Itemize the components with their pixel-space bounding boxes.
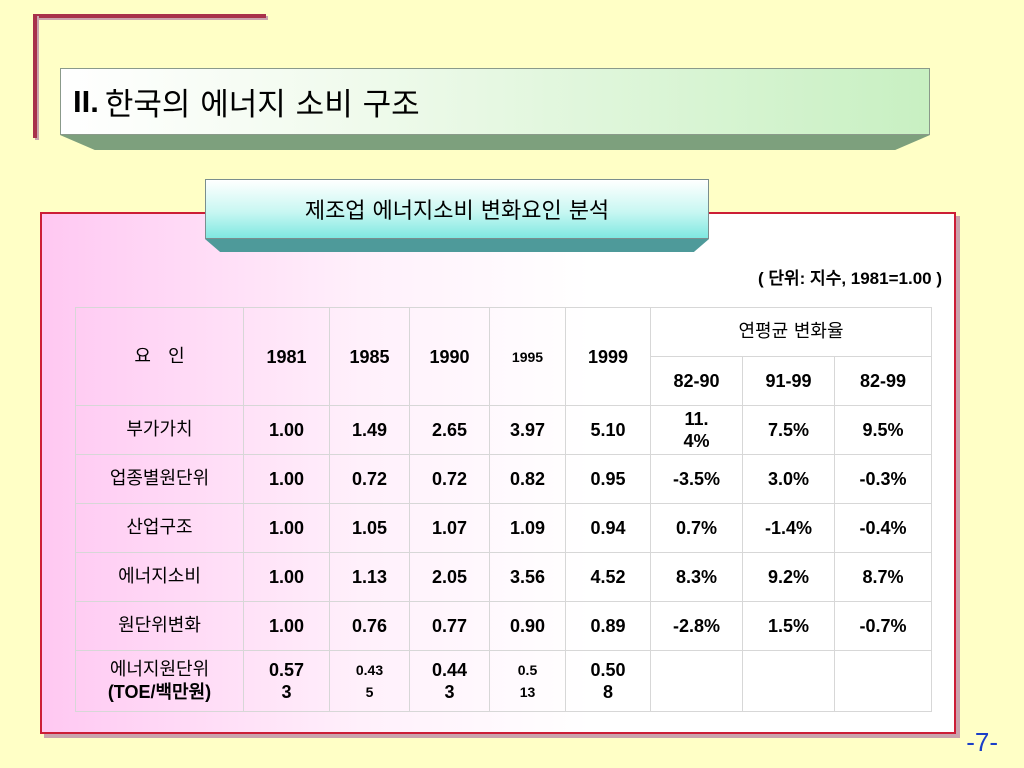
table-cell: 0.94 <box>565 503 651 553</box>
table-cell: -2.8% <box>650 601 743 651</box>
table-cell: 0.513 <box>489 650 566 712</box>
page-number: -7- <box>966 727 998 757</box>
subtitle-banner-bevel <box>205 239 709 252</box>
header-row: 요 인 1981 1985 1990 1995 1999 연평균 변화율 <box>75 307 932 406</box>
table-cell: 0.82 <box>489 454 566 504</box>
table-cell: 0.95 <box>565 454 651 504</box>
table-cell: 7.5% <box>742 405 835 455</box>
table-cell: 9.5% <box>834 405 932 455</box>
table-cell: 1.09 <box>489 503 566 553</box>
table-cell: 0.72 <box>409 454 490 504</box>
table-cell: 0.508 <box>565 650 651 712</box>
table-cell: 9.2% <box>742 552 835 602</box>
header-period-82-99: 82-99 <box>834 356 932 406</box>
table-cell: 0.90 <box>489 601 566 651</box>
header-avg-change: 연평균 변화율 <box>650 307 932 357</box>
table-cell: 1.00 <box>243 454 330 504</box>
unit-note: ( 단위: 지수, 1981=1.00 ) <box>758 269 942 288</box>
table-cell: -0.7% <box>834 601 932 651</box>
table-row: 업종별원단위 1.00 0.72 0.72 0.82 0.95 -3.5% 3.… <box>75 454 932 504</box>
table-cell: 1.00 <box>243 503 330 553</box>
table-cell <box>650 650 743 712</box>
table-cell: 8.7% <box>834 552 932 602</box>
table-cell: 0.77 <box>409 601 490 651</box>
table-cell <box>834 650 932 712</box>
table-cell: 1.00 <box>243 601 330 651</box>
table-cell: -0.3% <box>834 454 932 504</box>
header-1999: 1999 <box>565 307 651 406</box>
row-label: 업종별원단위 <box>75 454 244 504</box>
table-row: 에너지원단위 (TOE/백만원) 0.573 0.435 0.443 0.513… <box>75 650 932 712</box>
subtitle-text: 제조업 에너지소비 변화요인 분석 <box>304 199 610 224</box>
table-cell: 3.0% <box>742 454 835 504</box>
title-banner: II. 한국의 에너지 소비 구조 <box>60 68 930 135</box>
table-cell: 0.72 <box>329 454 410 504</box>
table-cell <box>742 650 835 712</box>
table-cell: 8.3% <box>650 552 743 602</box>
row-label: 에너지원단위 (TOE/백만원) <box>75 650 244 712</box>
table-cell: -3.5% <box>650 454 743 504</box>
table-row: 에너지소비 1.00 1.13 2.05 3.56 4.52 8.3% 9.2%… <box>75 552 932 602</box>
table-cell: 2.65 <box>409 405 490 455</box>
table-row: 원단위변화 1.00 0.76 0.77 0.90 0.89 -2.8% 1.5… <box>75 601 932 651</box>
table-cell: 4.52 <box>565 552 651 602</box>
header-1990: 1990 <box>409 307 490 406</box>
table-cell: 0.76 <box>329 601 410 651</box>
table-cell: 1.13 <box>329 552 410 602</box>
table-cell: 11.4% <box>650 405 743 455</box>
table-cell: 0.89 <box>565 601 651 651</box>
table-cell: 1.07 <box>409 503 490 553</box>
table-cell: 1.00 <box>243 552 330 602</box>
table-cell: 0.573 <box>243 650 330 712</box>
table-cell: 1.49 <box>329 405 410 455</box>
row-label: 원단위변화 <box>75 601 244 651</box>
header-1985: 1985 <box>329 307 410 406</box>
row-label-line2: (TOE/백만원) <box>107 682 212 702</box>
row-label: 부가가치 <box>75 405 244 455</box>
row-label-line1: 에너지원단위 <box>109 659 210 680</box>
header-period-91-99: 91-99 <box>742 356 835 406</box>
title-banner-bevel <box>60 135 930 150</box>
row-label: 에너지소비 <box>75 552 244 602</box>
table-cell: 3.56 <box>489 552 566 602</box>
table-cell: 3.97 <box>489 405 566 455</box>
table-row: 부가가치 1.00 1.49 2.65 3.97 5.10 11.4% 7.5%… <box>75 405 932 455</box>
table-cell: 1.05 <box>329 503 410 553</box>
corner-decoration-horizontal <box>33 14 266 18</box>
header-period-82-90: 82-90 <box>650 356 743 406</box>
header-factor: 요 인 <box>75 307 244 406</box>
table-cell: 0.443 <box>409 650 490 712</box>
page-title: II. 한국의 에너지 소비 구조 <box>73 69 420 134</box>
title-roman: II. <box>73 83 99 119</box>
row-label: 산업구조 <box>75 503 244 553</box>
table-row: 산업구조 1.00 1.05 1.07 1.09 0.94 0.7% -1.4%… <box>75 503 932 553</box>
table-cell: 0.435 <box>329 650 410 712</box>
table-cell: 1.00 <box>243 405 330 455</box>
header-1995: 1995 <box>489 307 566 406</box>
table-cell: -1.4% <box>742 503 835 553</box>
table-cell: -0.4% <box>834 503 932 553</box>
table-cell: 1.5% <box>742 601 835 651</box>
title-text: 한국의 에너지 소비 구조 <box>104 87 420 123</box>
table-cell: 2.05 <box>409 552 490 602</box>
corner-decoration-vertical <box>33 14 37 138</box>
data-table: 요 인 1981 1985 1990 1995 1999 연평균 변화율 82-… <box>75 307 932 712</box>
header-1981: 1981 <box>243 307 330 406</box>
subtitle-banner: 제조업 에너지소비 변화요인 분석 <box>205 179 709 239</box>
table-cell: 5.10 <box>565 405 651 455</box>
table-cell: 0.7% <box>650 503 743 553</box>
